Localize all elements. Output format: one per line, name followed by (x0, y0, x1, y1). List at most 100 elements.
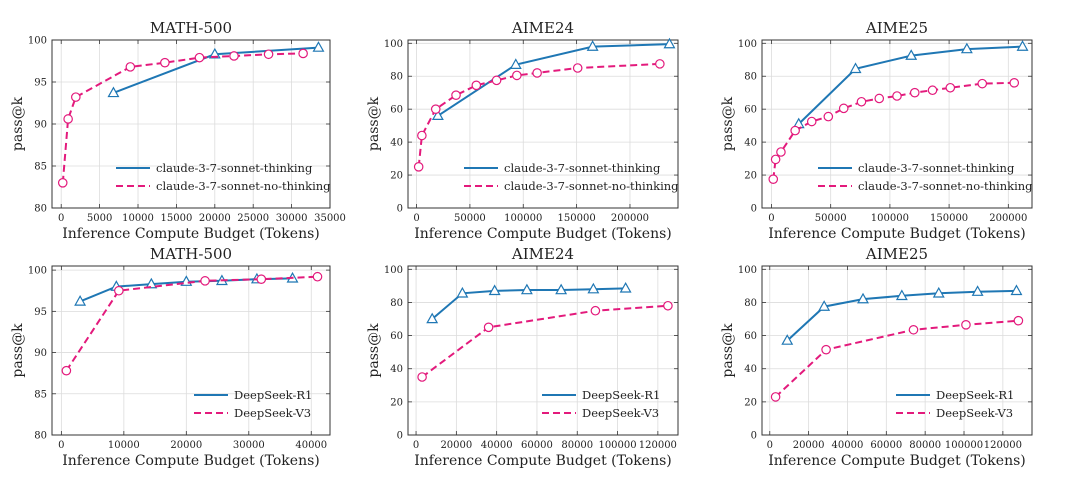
x-axis-label: Inference Compute Budget (Tokens) (62, 453, 320, 469)
y-tick-label: 95 (34, 78, 47, 89)
panel-1: 0 5000 10000 15000 20000 25000 30000 35000 80 85 9… (10, 19, 346, 242)
data-point-circle (776, 147, 786, 157)
x-tick-label: 200000 (611, 213, 649, 224)
data-point-circle (125, 62, 136, 72)
y-tick-label: 40 (744, 364, 757, 375)
data-point-triangle (818, 300, 831, 311)
x-tick-label: 120000 (984, 440, 1022, 451)
y-tick-label: 100 (28, 266, 47, 277)
data-point-circle (63, 114, 73, 124)
x-tick-label: 50000 (454, 213, 486, 224)
data-point-circle (770, 392, 781, 402)
data-point-triangle (74, 295, 87, 306)
data-point-triangle (619, 281, 632, 293)
y-tick-label: 60 (744, 105, 757, 116)
legend-label-1: DeepSeek-R1 (936, 388, 1014, 402)
data-point-circle (770, 154, 781, 165)
panel-4: 0 10000 20000 30000 40000 80 85 90 95 100 MATH-500… (10, 245, 331, 469)
data-point-triangle (312, 41, 325, 52)
x-axis-label: Inference Compute Budget (Tokens) (414, 226, 672, 242)
y-tick-label: 100 (28, 36, 47, 47)
data-point-circle (114, 285, 124, 296)
y-tick-label: 60 (390, 331, 403, 342)
x-tick-label: 100000 (504, 213, 542, 224)
data-point-circle (451, 90, 461, 100)
y-tick-label: 0 (397, 431, 403, 442)
x-tick-label: 40000 (832, 440, 864, 451)
data-point-triangle (426, 312, 439, 324)
data-point-circle (413, 162, 424, 172)
data-point-circle (200, 276, 210, 286)
data-point-triangle (208, 47, 221, 59)
legend-label-1: claude-3-7-sonnet-thinking (858, 161, 1015, 175)
x-tick-label: 20000 (793, 440, 825, 451)
x-tick-label: 35000 (314, 213, 346, 224)
y-tick-label: 60 (744, 331, 757, 342)
y-tick-label: 0 (751, 431, 757, 442)
data-point-circle (471, 80, 482, 91)
data-point-circle (806, 116, 817, 127)
data-point-triangle (107, 86, 120, 98)
y-tick-label: 100 (384, 265, 403, 276)
data-point-circle (908, 324, 919, 335)
x-tick-label: 100000 (598, 440, 636, 451)
x-tick-label: 200000 (989, 213, 1027, 224)
x-tick-label: 25000 (237, 213, 269, 224)
chart-title: AIME24 (511, 245, 574, 263)
legend-label-2: claude-3-7-sonnet-no-thinking (156, 179, 331, 193)
x-tick-label: 60000 (870, 440, 902, 451)
data-point-circle (961, 320, 971, 330)
data-point-triangle (431, 109, 444, 121)
data-point-circle (430, 104, 441, 114)
data-point-triangle (932, 286, 945, 298)
data-point-circle (977, 78, 988, 89)
y-tick-label: 100 (384, 39, 403, 50)
x-tick-label: 30000 (276, 213, 308, 224)
data-point-circle (572, 63, 583, 73)
y-tick-label: 80 (34, 431, 47, 442)
legend-label-1: DeepSeek-R1 (582, 388, 660, 402)
legend-label-2: DeepSeek-V3 (234, 406, 311, 420)
y-tick-label: 100 (738, 39, 757, 50)
y-axis-label: pass@k (366, 96, 382, 151)
data-point-triangle (663, 37, 676, 49)
data-point-circle (57, 178, 68, 188)
legend-label-1: claude-3-7-sonnet-thinking (156, 161, 313, 175)
data-point-circle (483, 322, 494, 333)
y-tick-label: 80 (744, 298, 757, 309)
panel-2: 0 50000 100000 150000 200000 0 20 40 60 80 100 AIME… (366, 19, 679, 242)
y-axis-label: pass@k (366, 323, 382, 378)
x-tick-label: 0 (58, 213, 64, 224)
x-tick-label: 0 (767, 440, 773, 451)
data-point-circle (1009, 78, 1020, 88)
data-point-circle (768, 174, 779, 184)
data-point-circle (823, 111, 834, 122)
x-tick-label: 10000 (122, 213, 154, 224)
x-tick-label: 20000 (170, 440, 202, 451)
data-point-circle (417, 372, 427, 382)
x-axis-label: Inference Compute Budget (Tokens) (414, 453, 672, 469)
data-point-triangle (520, 283, 533, 295)
data-point-circle (909, 87, 920, 98)
x-tick-label: 0 (58, 440, 64, 451)
x-tick-label: 50000 (815, 213, 847, 224)
y-tick-label: 80 (744, 72, 757, 83)
legend-label-2: claude-3-7-sonnet-no-thinking (858, 179, 1033, 193)
plot-frame (761, 265, 1033, 436)
data-point-triangle (781, 334, 794, 345)
chart-title: AIME25 (865, 19, 928, 37)
data-point-circle (821, 344, 831, 355)
data-point-circle (229, 51, 239, 61)
legend-label-1: claude-3-7-sonnet-thinking (504, 161, 661, 175)
x-tick-label: 30000 (233, 440, 265, 451)
x-tick-label: 0 (413, 440, 419, 451)
x-tick-label: 40000 (481, 440, 513, 451)
y-tick-label: 0 (397, 204, 403, 215)
y-axis-label: pass@k (10, 96, 26, 151)
y-tick-label: 20 (744, 171, 757, 182)
panel-3: 0 50000 100000 150000 200000 0 20 40 60 80 100 AIME… (720, 19, 1033, 242)
legend-label-1: DeepSeek-R1 (234, 388, 312, 402)
x-tick-label: 0 (413, 213, 419, 224)
x-tick-label: 0 (768, 213, 774, 224)
data-point-triangle (488, 284, 501, 296)
